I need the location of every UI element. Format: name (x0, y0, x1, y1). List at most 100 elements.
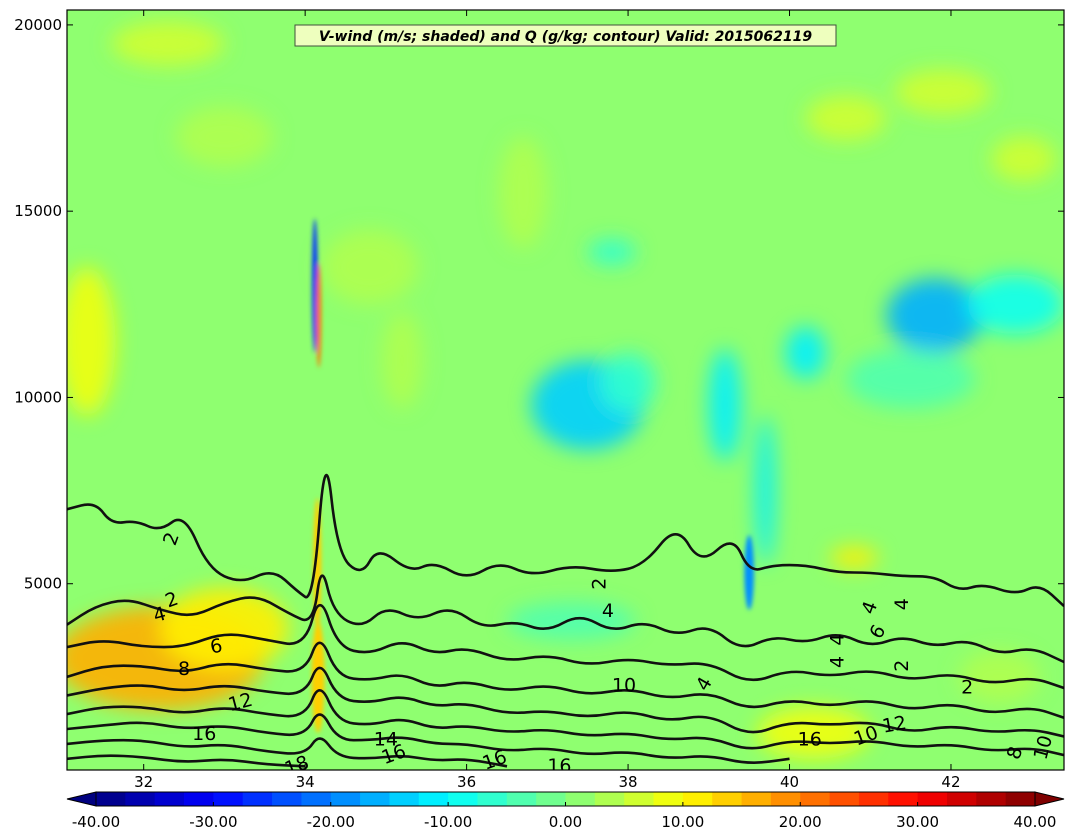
contour-label: 4 (151, 603, 168, 627)
vwind-anomaly (829, 546, 879, 569)
colorbar-cell (682, 792, 713, 806)
contour-q16 (67, 737, 508, 768)
colorbar-tick-label: -10.00 (424, 813, 472, 831)
contour-label: 4 (826, 656, 848, 668)
colorbar-extend-low (66, 791, 97, 807)
contour-q2 (67, 474, 1064, 608)
colorbar-cell (858, 792, 889, 806)
vwind-anomaly (991, 136, 1056, 182)
contour-q18 (67, 754, 306, 768)
vwind-anomaly (111, 21, 225, 66)
colorbar-tick-label: 0.00 (549, 813, 582, 831)
colorbar-tick-label: -40.00 (72, 813, 120, 831)
contour-label: 6 (208, 635, 224, 659)
colorbar-cell (506, 792, 537, 806)
colorbar-cell (917, 792, 948, 806)
colorbar-cell (448, 792, 478, 806)
colorbar-cell (976, 792, 1007, 806)
vwind-anomaly (498, 136, 548, 249)
title-background (294, 24, 837, 47)
x-tick-label: 40 (780, 773, 799, 791)
colorbar-cell (653, 792, 684, 806)
x-tick-label: 36 (457, 773, 476, 791)
vwind-anomaly (175, 106, 273, 167)
vwind-jet (744, 535, 755, 610)
colorbar-cell (565, 792, 596, 806)
chart-title: V-wind (m/s; shaded) and Q (g/kg; contou… (319, 29, 812, 45)
y-tick-label: 15000 (14, 202, 62, 220)
contour-q12 (67, 689, 1064, 757)
contour-label: 4 (891, 598, 913, 610)
x-tick-label: 38 (619, 773, 638, 791)
vwind-anomaly (708, 349, 742, 461)
vwind-jet (316, 263, 322, 368)
contour-label: 14 (374, 729, 398, 751)
vwind-anomaly (886, 278, 984, 353)
colorbar-cell (360, 792, 390, 806)
colorbar-cell (242, 792, 273, 806)
colorbar-cell (213, 792, 244, 806)
colorbar-tick-label: 40.00 (1014, 813, 1057, 831)
colorbar-cell (477, 792, 508, 806)
contour-q8 (67, 641, 1064, 720)
colorbar-cells (96, 792, 1036, 806)
x-tick-label: 32 (134, 773, 153, 791)
x-axis: 32 34 36 38 40 42 (134, 10, 961, 791)
colorbar-ticks: -40.00 -30.00 -20.00 -10.00 0.00 10.00 20.00 30… (72, 802, 1057, 831)
y-tick-label: 10000 (14, 388, 62, 406)
colorbar-cell (946, 792, 977, 806)
y-tick-label: 5000 (24, 575, 62, 593)
colorbar-cell (389, 792, 420, 806)
vwind-anomaly (599, 352, 657, 413)
vwind-anomaly (805, 95, 887, 141)
vwind-anomaly (846, 349, 976, 409)
colorbar-cell (800, 792, 830, 806)
contour-label: 4 (826, 634, 848, 646)
colorbar-cell (418, 792, 449, 806)
x-tick-label: 34 (296, 773, 315, 791)
vwind-anomaly (506, 602, 637, 640)
colorbar-tick-label: -20.00 (307, 813, 355, 831)
colorbar-tick-label: 30.00 (896, 813, 939, 831)
colorbar-cell (301, 792, 332, 806)
humidity-contours (67, 474, 1064, 768)
colorbar-tick-label: 20.00 (779, 813, 822, 831)
colorbar-cell (829, 792, 860, 806)
vwind-anomaly (757, 706, 871, 759)
vwind-anomaly (67, 267, 116, 417)
colorbar-cell (272, 792, 302, 806)
contour-label: 2 (961, 677, 973, 699)
colorbar-extend-high (1034, 791, 1065, 807)
colorbar-cell (712, 792, 742, 806)
vwind-anomaly (894, 69, 992, 115)
vwind-anomaly (959, 650, 1040, 703)
title-box: V-wind (m/s; shaded) and Q (g/kg; contou… (294, 24, 837, 47)
vwind-anomalies (67, 21, 1064, 759)
contour-q4 (67, 574, 1064, 664)
vwind-anomaly (381, 311, 423, 409)
contour-label: 8 (178, 658, 190, 680)
contour-q10 (67, 666, 1064, 738)
colorbar-cell (154, 792, 185, 806)
y-tick-label: 20000 (14, 16, 62, 34)
plot-frame (66, 9, 1065, 771)
colorbar: -40.00 -30.00 -20.00 -10.00 0.00 10.00 20.00 30… (66, 791, 1065, 831)
contour-label: 10 (612, 675, 636, 697)
colorbar-cell (770, 792, 801, 806)
contour-label: 16 (192, 723, 216, 745)
colorbar-cell (741, 792, 772, 806)
colorbar-cell (1005, 792, 1036, 806)
colorbar-cell (536, 792, 566, 806)
colorbar-cell (330, 792, 361, 806)
colorbar-cell (96, 792, 126, 806)
contour-label: 16 (547, 755, 571, 777)
vwind-anomaly (967, 274, 1064, 335)
y-axis: 5000 10000 15000 20000 (14, 16, 1064, 593)
vwind-anomaly (785, 326, 826, 379)
contour-label: 2 (891, 660, 913, 672)
contour-q6 (67, 603, 1064, 690)
colorbar-tick-label: -30.00 (189, 813, 237, 831)
colorbar-tick-label: 10.00 (661, 813, 704, 831)
contour-label: 4 (602, 600, 614, 622)
